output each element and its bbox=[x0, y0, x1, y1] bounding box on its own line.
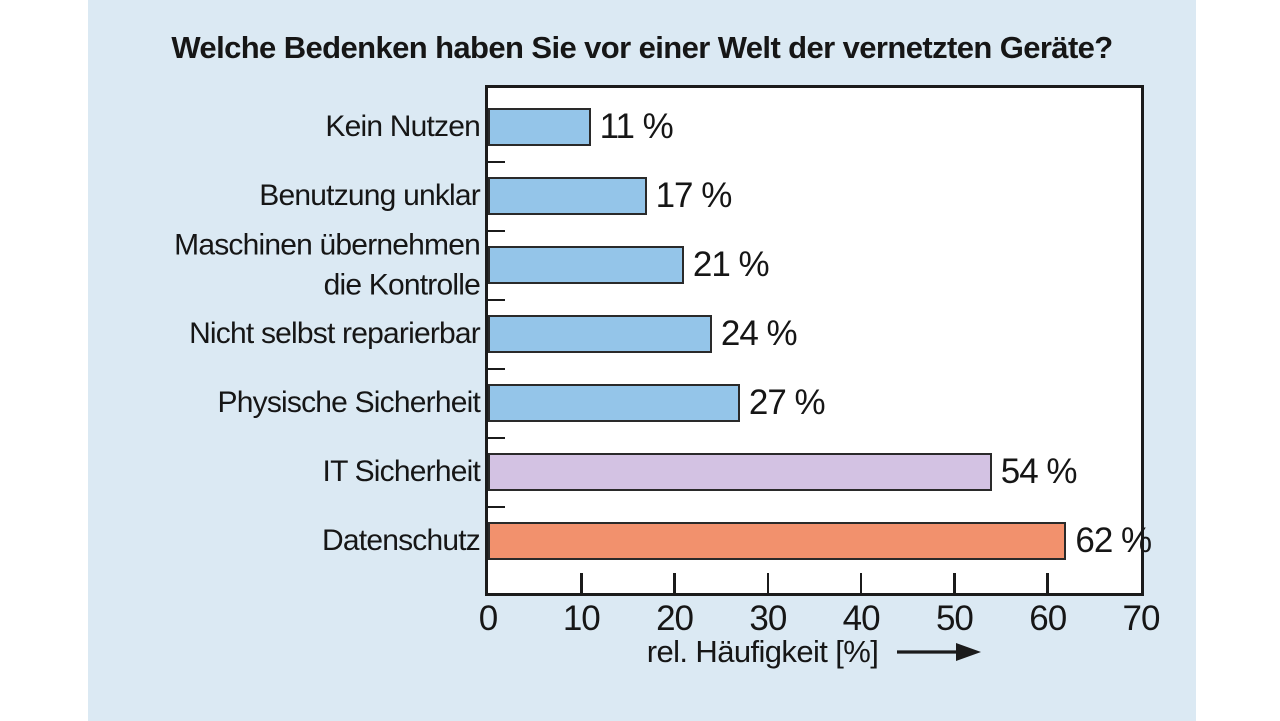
category-label: Kein Nutzen bbox=[325, 110, 480, 144]
chart-title: Welche Bedenken haben Sie vor einer Welt… bbox=[171, 30, 1113, 65]
y-axis-tick bbox=[488, 160, 505, 163]
category-label: IT Sicherheit bbox=[322, 455, 481, 489]
x-tick-label: 0 bbox=[478, 599, 498, 638]
y-axis-tick bbox=[488, 505, 505, 508]
category-label: Datenschutz bbox=[322, 524, 481, 558]
bar-value-label: 24 % bbox=[720, 314, 798, 353]
bar-value-label: 11 % bbox=[599, 107, 674, 146]
x-axis-tick bbox=[673, 573, 676, 593]
x-tick-label: 70 bbox=[1122, 599, 1161, 638]
bar bbox=[488, 384, 740, 422]
x-tick-label: 60 bbox=[1029, 599, 1067, 638]
bar bbox=[488, 453, 992, 491]
x-axis-tick bbox=[859, 573, 863, 593]
x-axis-tick bbox=[1046, 573, 1049, 593]
bar-value-label: 62 % bbox=[1075, 521, 1152, 560]
y-axis-tick bbox=[488, 229, 505, 232]
bar bbox=[488, 522, 1067, 560]
bar-value-label: 27 % bbox=[748, 383, 826, 422]
x-tick-label: 50 bbox=[935, 599, 974, 638]
bar bbox=[488, 108, 591, 146]
x-tick-label: 40 bbox=[842, 599, 881, 638]
x-axis-tick bbox=[953, 573, 956, 593]
category-label: Nicht selbst reparierbar bbox=[189, 317, 481, 351]
x-axis-title-row: rel. Häufigkeit [%] bbox=[488, 634, 1141, 670]
y-axis-tick bbox=[488, 436, 505, 439]
category-label: Benutzung unklar bbox=[259, 179, 481, 213]
bar-value-label: 21 % bbox=[692, 245, 770, 284]
x-tick-label: 30 bbox=[749, 599, 787, 638]
bar-value-label: 54 % bbox=[1000, 452, 1078, 491]
plot-area: 11 % 17 % 21 % 24 % 27 % 54 % 62 % bbox=[485, 85, 1152, 596]
x-tick-label: 10 bbox=[562, 599, 601, 638]
x-tick-label: 20 bbox=[656, 599, 694, 638]
category-label: Maschinen übernehmen die Kontrolle bbox=[174, 228, 481, 301]
bar bbox=[488, 177, 647, 215]
chart-panel: Welche Bedenken haben Sie vor einer Welt… bbox=[88, 0, 1196, 721]
right-arrow-icon bbox=[897, 643, 982, 661]
bar-value-label: 17 % bbox=[655, 176, 733, 215]
y-axis-tick bbox=[488, 298, 505, 301]
y-axis-tick bbox=[488, 367, 505, 370]
bar bbox=[488, 315, 712, 353]
x-axis-tick bbox=[580, 573, 583, 593]
category-label: Physische Sicherheit bbox=[217, 386, 481, 420]
x-axis-title: rel. Häufigkeit [%] bbox=[646, 634, 879, 669]
bar bbox=[488, 246, 684, 284]
x-axis-tick bbox=[766, 573, 770, 593]
